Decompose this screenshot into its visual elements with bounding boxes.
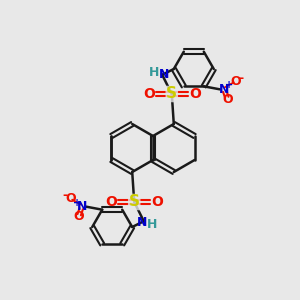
Text: H: H [148, 65, 159, 79]
Text: O: O [73, 210, 83, 223]
Text: N: N [137, 215, 147, 229]
Text: O: O [223, 93, 233, 106]
Text: +: + [73, 198, 81, 208]
Text: N: N [159, 68, 169, 80]
Text: S: S [129, 194, 140, 209]
Text: S: S [166, 86, 177, 101]
Text: O: O [230, 75, 241, 88]
Text: O: O [105, 195, 117, 209]
Text: +: + [225, 80, 233, 90]
Text: O: O [189, 87, 201, 101]
Text: N: N [77, 200, 87, 213]
Text: -: - [63, 189, 68, 202]
Text: O: O [143, 87, 155, 101]
Text: -: - [238, 72, 243, 85]
Text: H: H [147, 218, 158, 230]
Text: N: N [219, 83, 229, 96]
Text: O: O [65, 192, 76, 205]
Text: O: O [151, 195, 163, 209]
